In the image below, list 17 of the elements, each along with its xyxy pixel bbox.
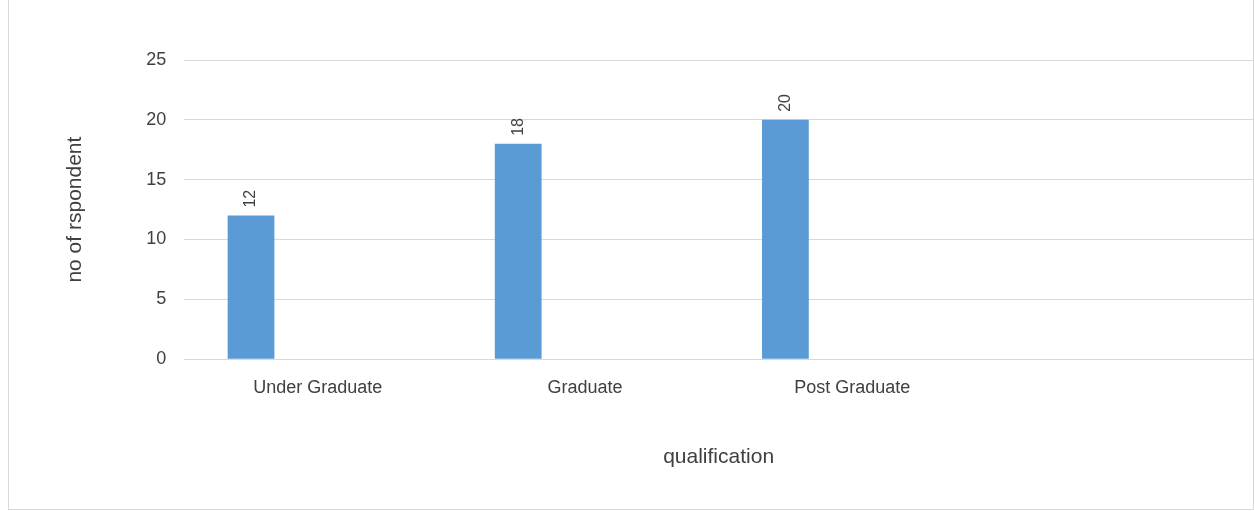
- y-tick-label: 20: [146, 108, 167, 129]
- bar: [762, 119, 809, 359]
- y-tick-label: 0: [156, 348, 167, 369]
- bar: [494, 143, 542, 359]
- y-tick-label: 5: [156, 288, 167, 309]
- data-label: 20: [775, 93, 793, 112]
- x-tick-label: Under Graduate: [253, 376, 383, 397]
- y-tick-label: 25: [146, 48, 167, 69]
- bar: [227, 215, 275, 359]
- y-tick-label: 10: [146, 228, 167, 249]
- y-tick-label: 15: [146, 168, 167, 189]
- y-axis-title: no of rspondent: [62, 136, 86, 283]
- data-label: 12: [241, 189, 259, 208]
- x-axis-title: qualification: [663, 444, 775, 468]
- x-tick-label: Graduate: [547, 376, 623, 397]
- data-label: 18: [508, 117, 526, 136]
- x-tick-label: Post Graduate: [794, 376, 911, 397]
